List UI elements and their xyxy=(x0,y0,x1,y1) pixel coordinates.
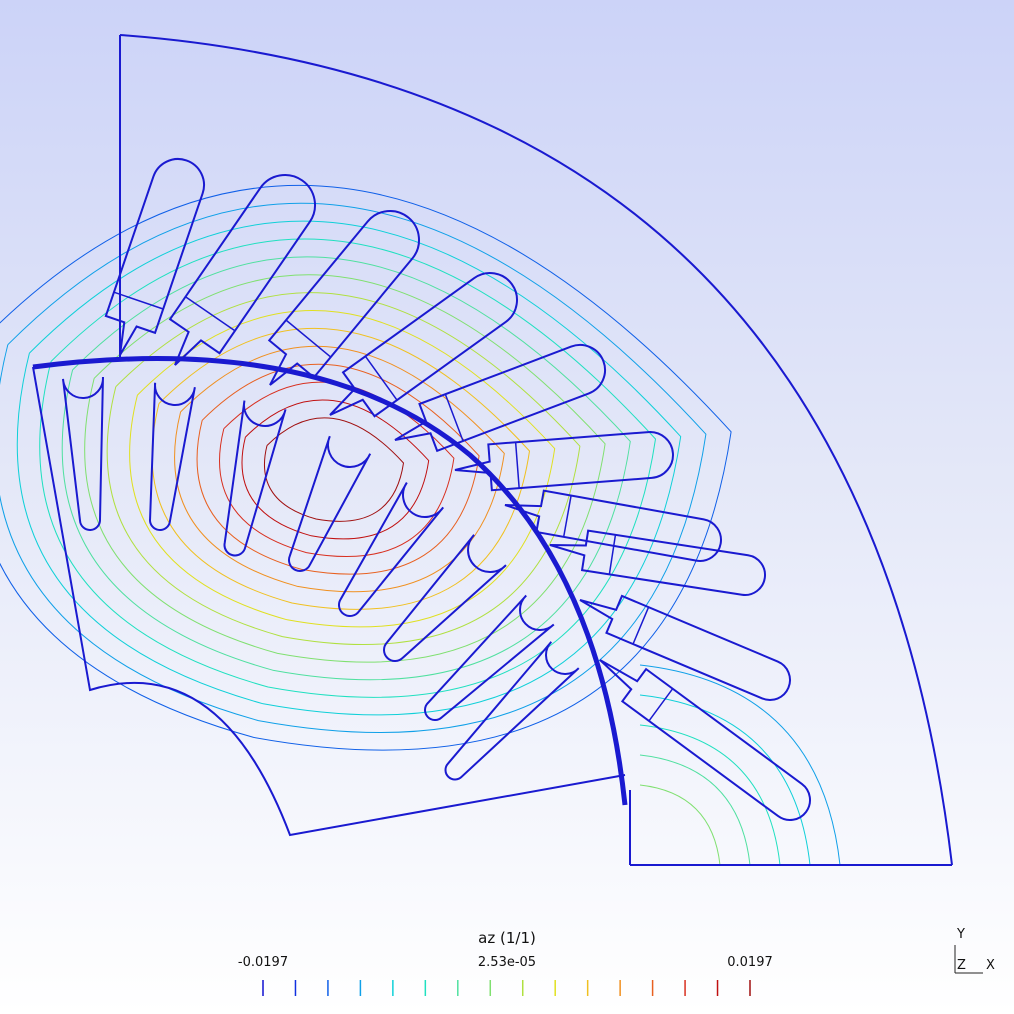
stator-slot xyxy=(395,345,605,451)
legend-mid-label: 2.53e-05 xyxy=(478,955,536,970)
stator-slot-divider xyxy=(633,607,649,644)
flux-contour-line xyxy=(640,665,840,865)
stator-slot xyxy=(600,660,810,820)
stator-slot xyxy=(330,273,517,416)
legend-max-label: 0.0197 xyxy=(727,955,773,970)
legend-colorbar xyxy=(263,980,750,996)
stator-slot xyxy=(269,211,419,385)
flux-contour-line xyxy=(0,185,731,750)
stator-slot-divider xyxy=(445,394,463,441)
flux-contour-line xyxy=(0,203,706,732)
flux-contour-line xyxy=(152,328,529,609)
axis-y-label: Y xyxy=(957,927,965,942)
stator-slot-divider xyxy=(516,442,520,488)
machine-geometry xyxy=(33,35,952,865)
rotor-slot xyxy=(225,401,286,556)
flux-contour-line xyxy=(17,221,680,715)
stator-slot xyxy=(455,432,673,490)
flux-contour-line xyxy=(640,785,720,865)
flux-contour-line xyxy=(40,239,656,697)
stator-slot-divider xyxy=(114,292,163,309)
rotor-slot xyxy=(63,377,103,530)
flux-contour-line xyxy=(640,755,750,865)
stator-slot-divider xyxy=(609,535,615,575)
legend-title: az (1/1) xyxy=(0,929,1014,947)
flux-contour-line xyxy=(197,364,479,574)
stator-slot xyxy=(580,596,790,700)
flux-contour-line xyxy=(85,275,605,662)
flux-contour-line xyxy=(264,418,403,521)
flux-contour-line xyxy=(640,695,810,865)
axis-z-label: Z xyxy=(957,958,966,973)
stator-slot-divider xyxy=(286,320,331,357)
stator-outer-arc xyxy=(120,35,952,865)
airgap-arc xyxy=(33,359,625,805)
legend-min-label: -0.0197 xyxy=(238,955,288,970)
axis-x-label: X xyxy=(986,958,995,973)
stator-slot-divider xyxy=(649,689,673,721)
